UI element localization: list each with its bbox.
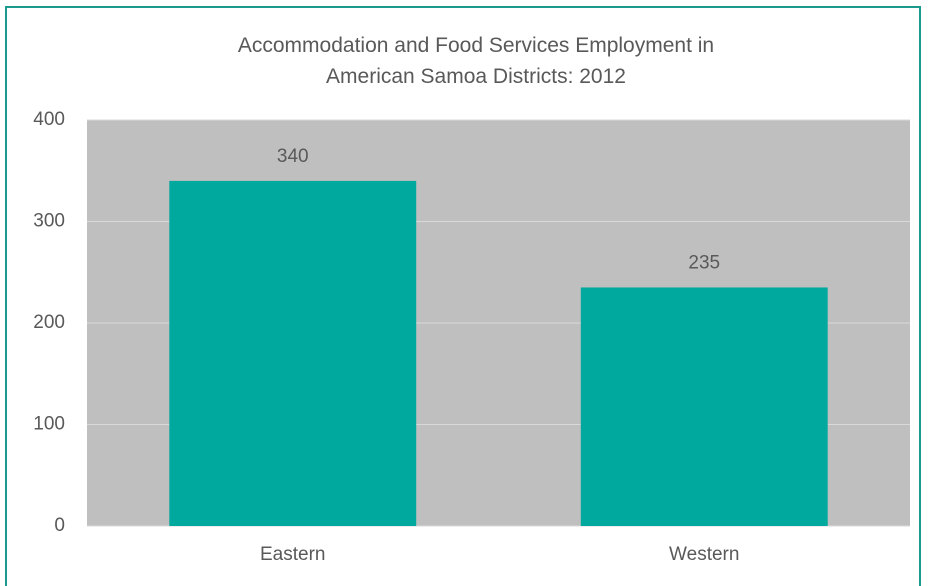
y-tick-label: 400 xyxy=(33,109,65,130)
bar xyxy=(580,287,828,526)
chart-title: Accommodation and Food Services Employme… xyxy=(237,34,715,88)
data-label: 340 xyxy=(277,146,309,167)
x-tick-label: Western xyxy=(669,544,739,565)
y-tick-label: 100 xyxy=(33,414,65,435)
x-tick-label: Eastern xyxy=(260,544,325,565)
data-label: 235 xyxy=(688,252,720,273)
y-tick-label: 0 xyxy=(54,515,65,536)
chart-frame xyxy=(5,6,921,586)
bar xyxy=(169,180,417,526)
y-tick-label: 200 xyxy=(33,312,65,333)
y-tick-label: 300 xyxy=(33,211,65,232)
